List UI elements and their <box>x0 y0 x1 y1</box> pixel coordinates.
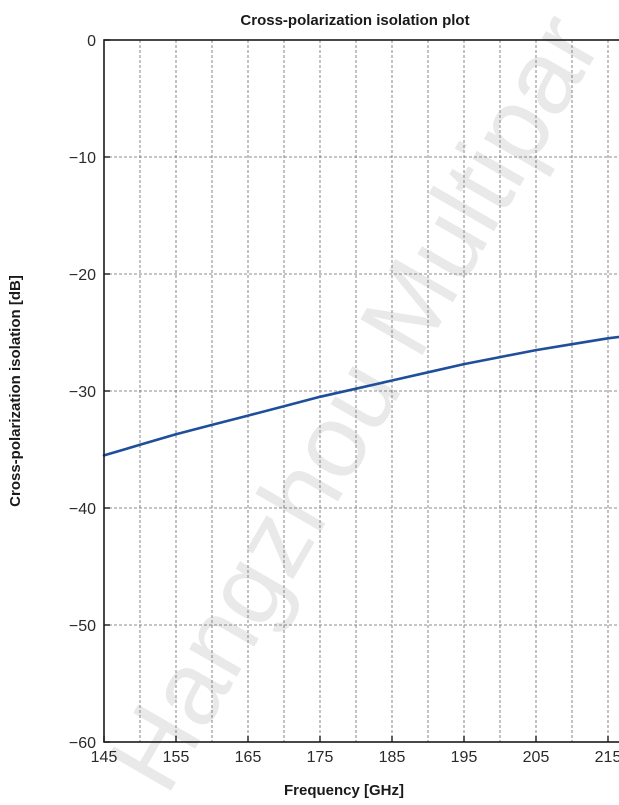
x-tick-label: 145 <box>91 749 118 766</box>
y-tick-label: 0 <box>87 33 96 50</box>
y-tick-label: −30 <box>69 384 96 401</box>
axis-ticks <box>103 39 609 743</box>
x-tick-label: 165 <box>235 749 262 766</box>
y-tick-label: −40 <box>69 501 96 518</box>
watermark: Hangzhou Multipar <box>86 0 619 805</box>
y-tick-label: −10 <box>69 150 96 167</box>
chart-title: Cross-polarization isolation plot <box>240 12 469 29</box>
series-line <box>102 335 619 457</box>
y-tick-label: −60 <box>69 735 96 752</box>
y-axis-label: Cross-polarization isolation [dB] <box>7 275 24 507</box>
y-tick-label: −50 <box>69 618 96 635</box>
x-tick-label: 215 <box>595 749 619 766</box>
y-tick-label: −20 <box>69 267 96 284</box>
x-tick-label: 205 <box>523 749 550 766</box>
x-tick-label: 155 <box>163 749 190 766</box>
x-tick-label: 195 <box>451 749 478 766</box>
x-tick-label: 185 <box>379 749 406 766</box>
x-axis-label: Frequency [GHz] <box>284 782 404 799</box>
series-lines <box>102 335 619 457</box>
x-tick-label: 175 <box>307 749 334 766</box>
